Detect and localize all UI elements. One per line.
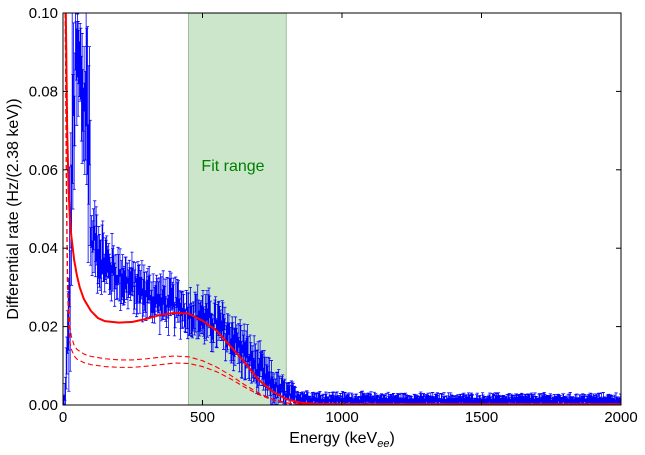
model-component-curve-2 [64,13,621,405]
x-tick-label: 0 [59,409,67,426]
model-component-curve-1 [64,13,621,405]
y-tick-label: 0.04 [29,240,58,257]
tick-layer: 0 500 1000 1500 2000 0.00 0.02 0.04 0.06 0.08 0.10 [29,5,638,426]
x-tick-label: 1000 [325,409,358,426]
x-tick-label: 1500 [465,409,498,426]
plot-frame [62,12,622,406]
y-tick-label: 0.08 [29,83,58,100]
y-tick-label: 0.00 [29,397,58,414]
y-tick-label: 0.10 [29,5,58,22]
y-axis-label: Differential rate (Hz/(2.38 keV)) [5,98,22,319]
fit-range-label: Fit range [201,158,264,175]
model-curve-layer [64,13,621,405]
x-tick-label: 2000 [604,409,637,426]
x-tick-label: 500 [190,409,215,426]
x-axis-label: Energy (keVee) [289,430,395,450]
y-tick-label: 0.06 [29,162,58,179]
data-error-bars [63,13,621,405]
data-layer [63,13,621,405]
model-total-curve [64,13,621,405]
y-tick-label: 0.02 [29,319,58,336]
